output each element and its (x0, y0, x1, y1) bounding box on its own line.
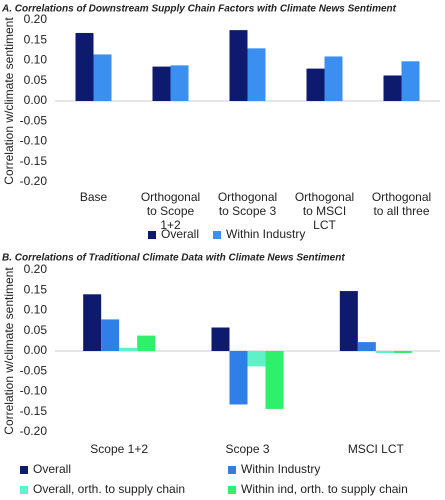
y-axis-title: Correlation w/climate sentiment (2, 267, 16, 435)
bar (211, 327, 230, 351)
bar (265, 351, 284, 409)
legend-swatch (20, 466, 28, 474)
x-tick-label: Orthogonal to all three (371, 190, 432, 218)
bar (324, 56, 343, 101)
y-tick-label: -0.05 (20, 363, 48, 377)
bar (101, 319, 120, 351)
bar (83, 294, 102, 351)
bar (383, 75, 402, 101)
y-tick-label: -0.05 (20, 113, 48, 127)
bar (170, 65, 189, 101)
bar (393, 351, 412, 354)
y-tick-label: -0.10 (20, 134, 48, 148)
y-tick-label: 0.15 (24, 282, 48, 296)
legend-swatch (228, 466, 236, 474)
legend-label: Within ind, orth. to supply chain (241, 482, 408, 496)
bar (339, 291, 358, 351)
bar (375, 351, 394, 354)
bar (229, 351, 248, 405)
bar (137, 335, 156, 351)
y-tick-label: 0.10 (24, 303, 48, 317)
legend-label: Within Industry (226, 227, 305, 241)
bar (75, 32, 94, 101)
y-tick-label: -0.10 (20, 384, 48, 398)
chart-title: A. Correlations of Downstream Supply Cha… (1, 4, 397, 15)
legend-label: Overall, orth. to supply chain (33, 482, 185, 496)
y-tick-label: -0.20 (20, 174, 48, 188)
y-tick-label: 0.05 (24, 323, 48, 337)
legend-swatch (148, 231, 156, 239)
y-tick-label: 0.15 (24, 32, 48, 46)
y-tick-label: 0.00 (24, 343, 48, 357)
legend-swatch (20, 486, 28, 494)
bar (306, 68, 325, 101)
legend-swatch (213, 231, 221, 239)
bar (119, 347, 138, 351)
x-tick-label: Scope 1+2 (90, 442, 149, 456)
y-tick-label: 0.05 (24, 73, 48, 87)
y-tick-label: 0.20 (24, 262, 48, 276)
legend-label: Within Industry (241, 462, 320, 476)
bar (247, 48, 266, 101)
x-tick-label: MSCI LCT (347, 442, 404, 456)
y-tick-label: -0.15 (20, 154, 48, 168)
legend-swatch (228, 486, 236, 494)
y-tick-label: 0.10 (24, 53, 48, 67)
legend-label: Overall (33, 462, 71, 476)
x-tick-label: Scope 3 (225, 442, 270, 456)
x-tick-label: Orthogonal to MSCI LCT (294, 190, 355, 232)
bar (229, 30, 248, 101)
chart-title: B. Correlations of Traditional Climate D… (2, 253, 345, 264)
y-tick-label: -0.15 (20, 404, 48, 418)
bar (401, 61, 420, 101)
y-tick-label: -0.20 (20, 424, 48, 438)
y-tick-label: 0.00 (24, 93, 48, 107)
bar (247, 351, 266, 367)
legend-label: Overall (161, 227, 199, 241)
y-tick-label: 0.20 (24, 12, 48, 26)
bar (93, 54, 112, 101)
x-tick-label: Orthogonal to Scope 1+2 (140, 190, 201, 232)
x-tick-label: Orthogonal to Scope 3 (217, 190, 278, 218)
x-tick-label: Base (79, 190, 108, 204)
y-axis-title: Correlation w/climate sentiment (2, 17, 16, 185)
bar (152, 66, 171, 101)
bar (357, 342, 376, 351)
